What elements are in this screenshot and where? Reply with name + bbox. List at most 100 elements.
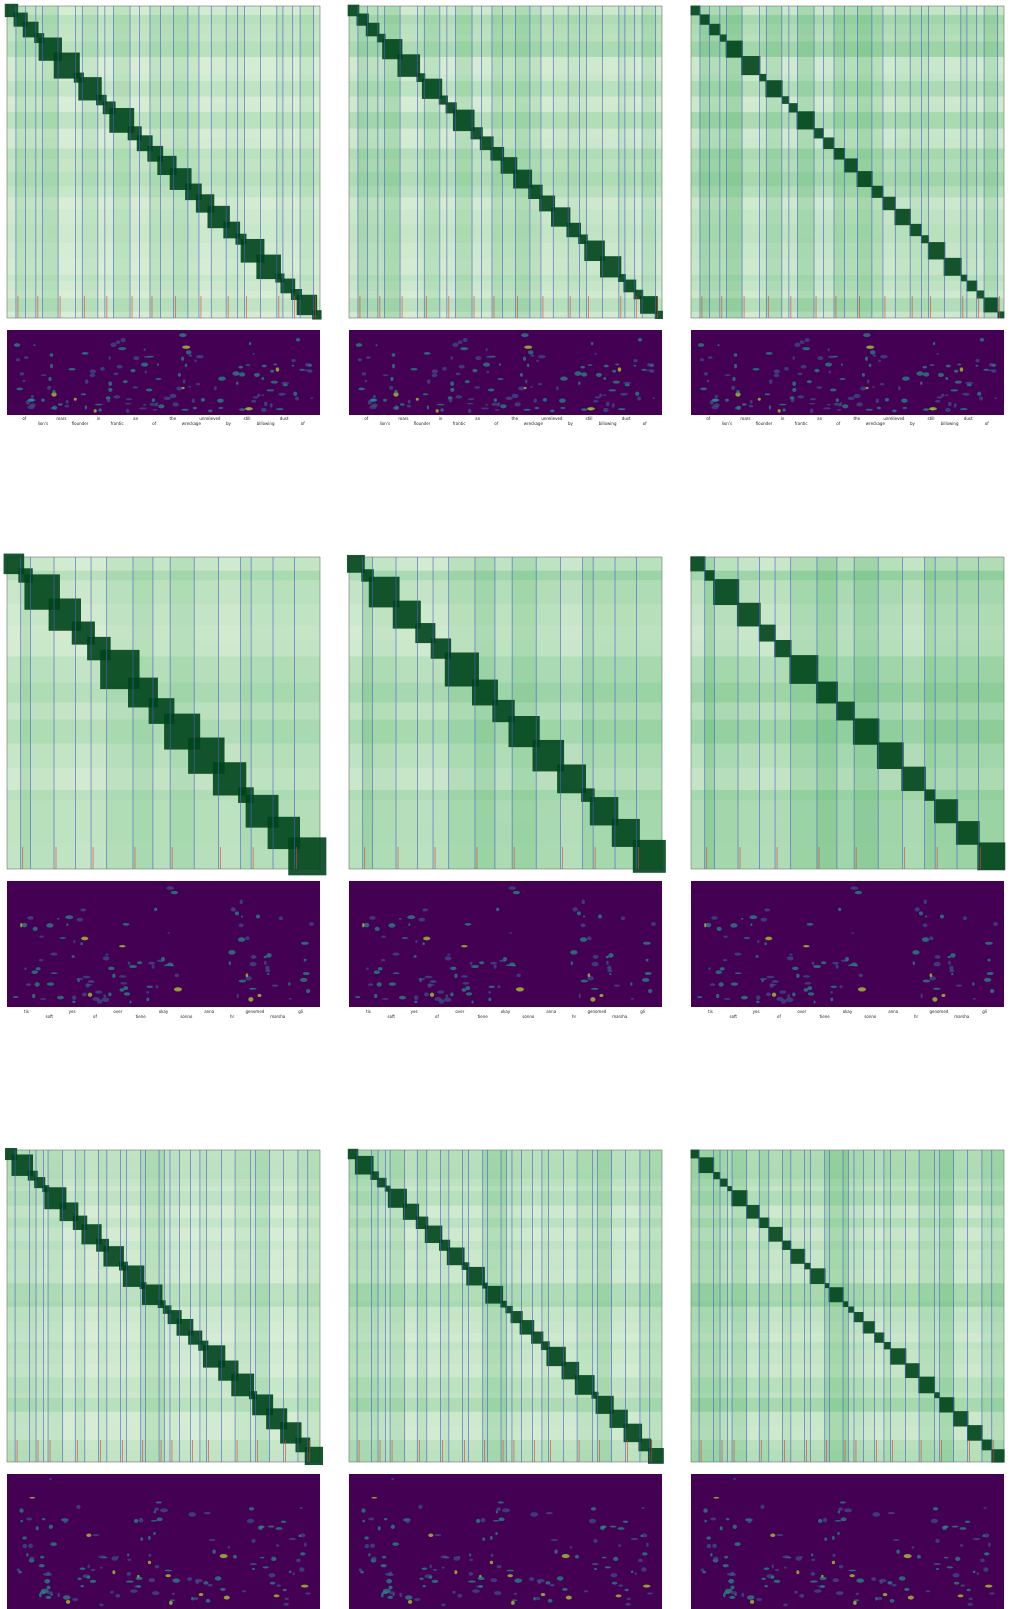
spectral-energy (249, 988, 257, 990)
word-label: lion's (380, 421, 390, 426)
diagonal-block (737, 603, 761, 627)
spectrogram-background (349, 1474, 662, 1609)
word-label: of (301, 421, 305, 426)
diagonal-block (981, 1440, 992, 1451)
spectral-energy (249, 342, 251, 345)
word-label: sonno (522, 1014, 535, 1019)
spectral-energy (631, 1538, 638, 1540)
spectral-energy (48, 377, 51, 381)
spectral-energy (434, 1534, 441, 1536)
spectral-energy (807, 380, 812, 383)
spectral-energy (490, 1554, 493, 1557)
spectral-energy (814, 369, 819, 373)
spectral-energy (201, 398, 205, 402)
spectral-energy (304, 1542, 307, 1546)
spectral-energy (185, 364, 188, 367)
diagonal-block (976, 290, 984, 298)
spectral-energy (127, 1559, 131, 1561)
spectral-energy (251, 1539, 255, 1543)
spectral-energy (949, 966, 953, 971)
spectral-energy (179, 333, 186, 337)
spectral-energy (279, 916, 283, 920)
spectral-energy (741, 918, 744, 920)
spectral-energy (832, 962, 839, 965)
spectral-energy (758, 398, 761, 401)
spectral-energy (731, 1586, 735, 1590)
spectral-energy (948, 956, 951, 958)
diagonal-block (997, 311, 1004, 318)
spectral-energy (979, 396, 983, 400)
spectral-energy (750, 1600, 754, 1604)
word-label: gli (640, 1009, 645, 1014)
spectral-energy (848, 397, 855, 400)
spectral-energy (261, 394, 264, 396)
spectral-energy (381, 959, 385, 961)
spectral-energy (836, 398, 839, 402)
spectral-energy (844, 1508, 852, 1512)
spectral-energy (516, 974, 520, 978)
spectral-energy (830, 389, 837, 392)
spectral-energy (154, 1510, 156, 1513)
spectral-energy (731, 982, 738, 985)
spectral-energy (161, 957, 165, 961)
spectral-energy (902, 407, 907, 409)
spectral-energy (178, 373, 181, 377)
spectral-energy (514, 1593, 517, 1595)
spectral-energy (456, 373, 461, 376)
spectral-energy (603, 377, 606, 380)
spectral-energy (858, 987, 866, 991)
spectral-energy (591, 988, 599, 990)
spectral-energy (832, 1554, 835, 1557)
spectral-energy (270, 403, 273, 407)
matrix-band (992, 1150, 1004, 1462)
spectral-energy (189, 354, 192, 356)
spectral-energy (17, 1568, 20, 1571)
spectral-energy (405, 1519, 409, 1523)
spectral-energy (14, 343, 20, 347)
spectral-energy (708, 356, 712, 359)
word-label: tis (366, 1009, 371, 1014)
word-label: of (152, 421, 156, 426)
spectrogram-background (7, 1474, 320, 1609)
spectral-energy (82, 992, 87, 996)
spectral-energy (490, 1561, 493, 1564)
spectral-energy (641, 1507, 644, 1509)
spectral-energy (289, 1571, 292, 1574)
word-label: soft (730, 1014, 738, 1019)
spectral-energy (922, 366, 927, 369)
spectral-energy (497, 378, 503, 380)
spectral-energy (148, 1554, 151, 1557)
spectral-energy (807, 923, 814, 926)
spectral-energy (512, 394, 519, 398)
spectral-energy (782, 1556, 789, 1559)
spectral-energy (984, 1552, 990, 1555)
spectral-energy (430, 1564, 432, 1568)
spectral-energy (164, 397, 171, 400)
spectral-energy (973, 1571, 976, 1574)
spectral-energy (260, 1557, 264, 1559)
spectral-energy (476, 1519, 480, 1523)
spectral-energy (362, 1520, 365, 1522)
spectral-energy (299, 1507, 302, 1509)
spectral-energy (529, 1577, 534, 1581)
spectral-energy (90, 369, 96, 373)
spectral-energy (865, 409, 873, 411)
matrix-band (656, 6, 662, 318)
spectral-energy (127, 1572, 132, 1576)
spectral-energy (764, 942, 767, 945)
spectral-energy (994, 397, 997, 399)
matrix-band (349, 291, 662, 298)
spectral-energy (734, 353, 738, 356)
word-label: by (568, 421, 574, 426)
spectral-energy (57, 996, 64, 1000)
spectral-energy (457, 1594, 462, 1598)
spectral-energy (944, 1557, 948, 1559)
spectral-energy (80, 1567, 86, 1570)
diagonal-block (288, 837, 326, 875)
spectral-energy (923, 923, 928, 927)
spectral-energy (30, 1497, 36, 1499)
word-label: flounder (72, 421, 89, 426)
spectral-energy (507, 1574, 512, 1577)
diagonal-block (910, 224, 922, 236)
spectral-energy (112, 1570, 115, 1574)
